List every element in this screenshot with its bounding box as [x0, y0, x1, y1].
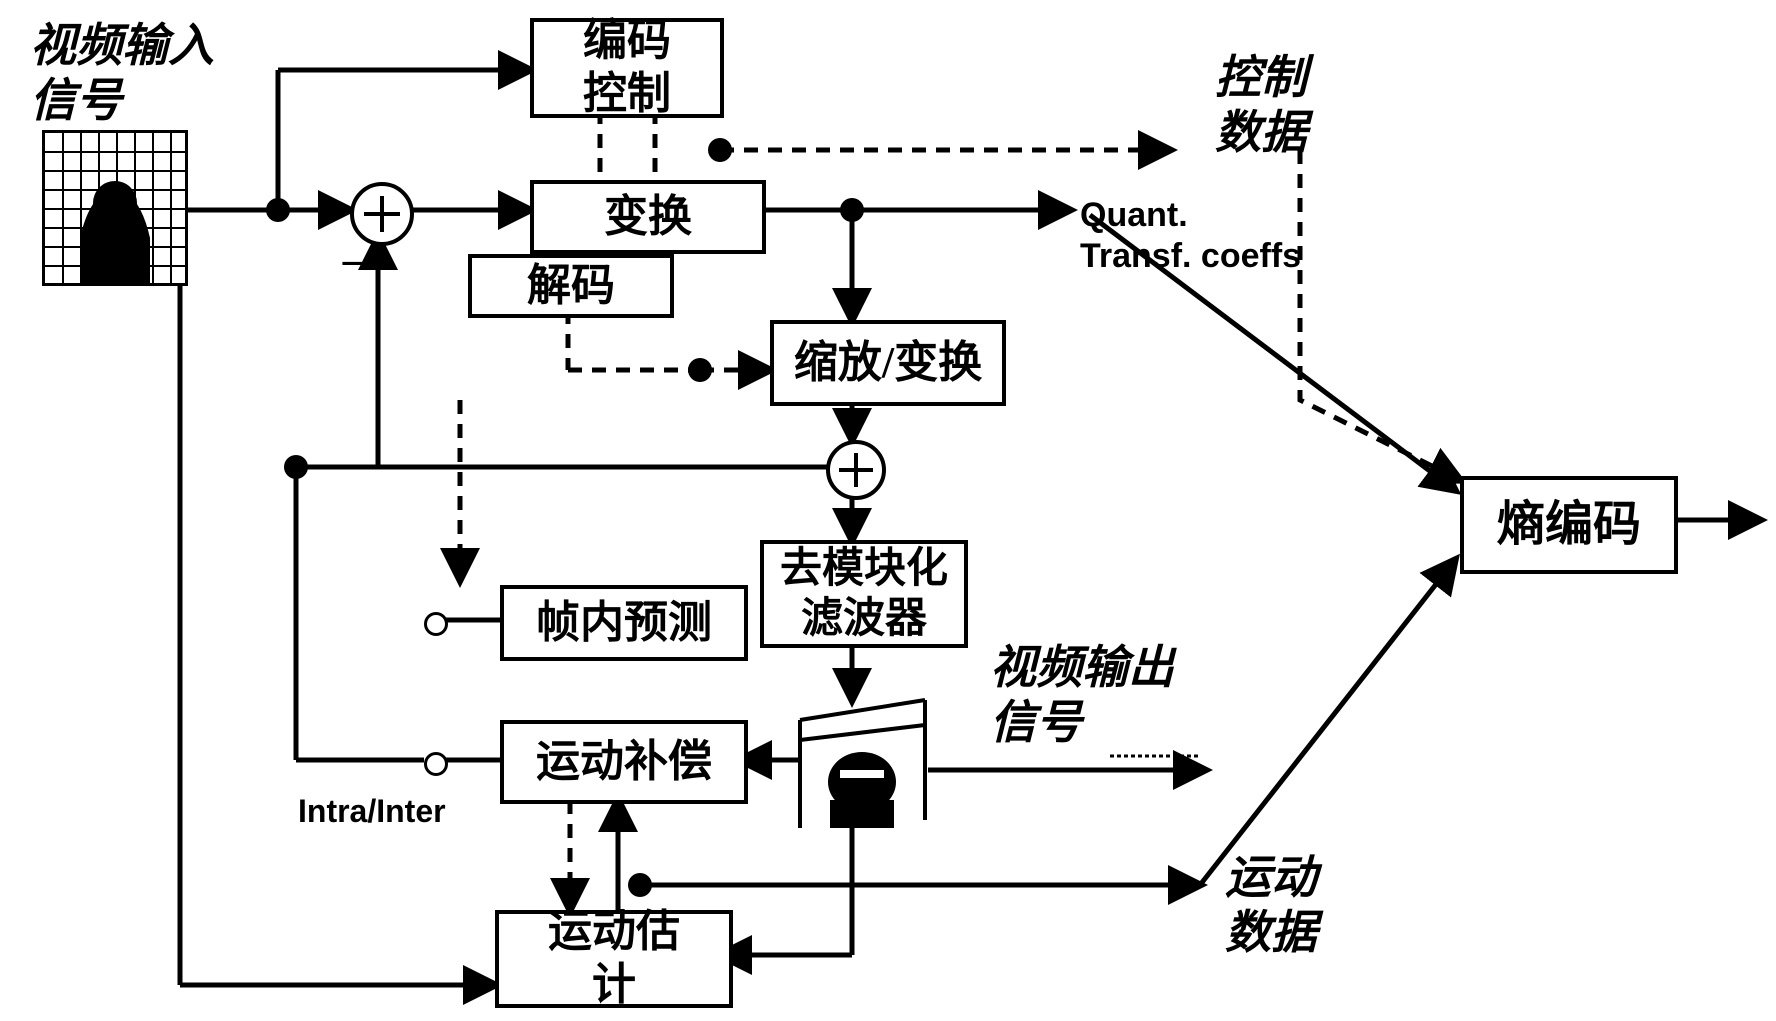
transform-box: 变换 — [530, 180, 766, 254]
switch-node-inter — [424, 752, 448, 776]
adder-2 — [826, 440, 886, 500]
minus-label: − — [340, 238, 365, 291]
deblock-filter-box: 去模块化 滤波器 — [760, 540, 968, 648]
intra-inter-label: Intra/Inter — [298, 792, 446, 830]
adder-1 — [350, 182, 414, 246]
motion-data-label: 运动 数据 — [1225, 850, 1317, 960]
video-input-image — [42, 130, 188, 286]
scale-transform-box: 缩放/变换 — [770, 320, 1006, 406]
decode-box: 解码 — [468, 254, 674, 318]
video-output-image — [790, 690, 930, 830]
motion-est-box: 运动估 计 — [495, 910, 733, 1008]
intra-predict-box: 帧内预测 — [500, 585, 748, 661]
video-output-label: 视频输出 信号 — [990, 640, 1174, 750]
quant-transf-label: Quant. Transf. coeffs — [1080, 195, 1301, 277]
entropy-coding-box: 熵编码 — [1460, 476, 1678, 574]
motion-comp-box: 运动补偿 — [500, 720, 748, 804]
video-input-label: 视频输入 信号 — [30, 18, 214, 128]
switch-node-intra — [424, 612, 448, 636]
control-data-label: 控制 数据 — [1215, 50, 1307, 160]
encode-control-box: 编码 控制 — [530, 18, 724, 118]
